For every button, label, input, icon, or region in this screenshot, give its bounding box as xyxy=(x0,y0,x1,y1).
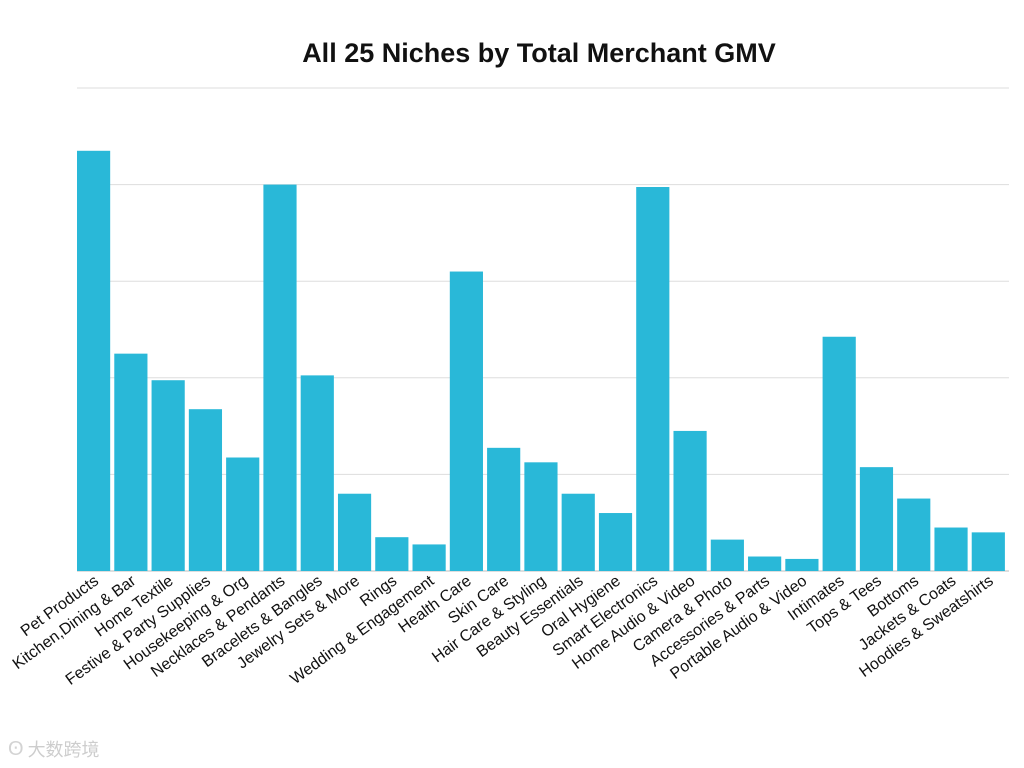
bar xyxy=(263,184,297,571)
logo-icon: ʘ xyxy=(8,737,24,760)
bar xyxy=(897,498,931,571)
chart-title: All 25 Niches by Total Merchant GMV xyxy=(302,38,776,68)
watermark-text: 大数跨境 xyxy=(27,740,100,760)
bar xyxy=(188,409,223,571)
watermark: ʘ 大数跨境 xyxy=(8,736,100,762)
bar xyxy=(449,271,483,571)
bar xyxy=(226,457,260,571)
bar xyxy=(114,353,148,571)
bar xyxy=(375,537,409,571)
bar xyxy=(598,513,633,571)
bar xyxy=(934,527,968,571)
bar xyxy=(971,532,1005,571)
bar xyxy=(673,430,707,571)
bar xyxy=(151,380,185,571)
bar xyxy=(561,493,595,571)
bars xyxy=(77,150,1005,572)
bar xyxy=(785,558,819,571)
bar xyxy=(710,539,744,571)
bar xyxy=(524,462,558,571)
bar xyxy=(300,375,334,571)
bar xyxy=(337,493,372,571)
bar xyxy=(636,187,670,571)
bar xyxy=(77,150,111,572)
bar xyxy=(487,447,521,571)
bar xyxy=(748,556,782,571)
bar xyxy=(412,544,446,571)
bar xyxy=(822,336,856,571)
bar xyxy=(859,467,894,571)
